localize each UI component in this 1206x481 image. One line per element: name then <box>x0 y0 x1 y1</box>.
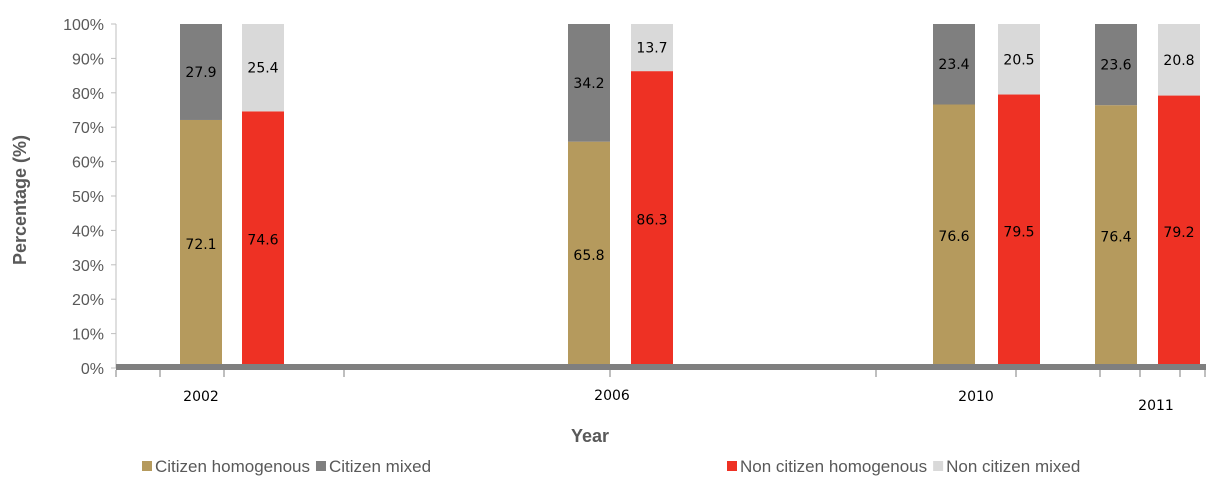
bar-non-citizen-mixed-2010 <box>998 24 1040 95</box>
data-label: 23.4 <box>938 57 969 73</box>
y-tick-label: 80% <box>72 86 104 103</box>
x-axis-line <box>116 364 1206 370</box>
data-label: 76.4 <box>1100 230 1131 246</box>
legend-swatch <box>315 461 326 471</box>
y-tick-label: 90% <box>72 51 104 68</box>
bar-non-citizen-homogenous-2006 <box>631 71 673 369</box>
data-label: 20.8 <box>1163 53 1194 69</box>
data-label: 23.6 <box>1100 58 1131 74</box>
y-axis: 0% 10% 20% 30% 40% 50% 60% 70% 80% 90% 100% <box>63 17 117 378</box>
y-tick-label: 30% <box>72 258 104 275</box>
bar-non-citizen-homogenous-2010 <box>998 94 1040 369</box>
data-label: 34.2 <box>573 76 604 92</box>
y-tick-label: 10% <box>72 327 104 344</box>
data-label: 27.9 <box>185 65 216 81</box>
legend: Citizen homogenous Citizen mixed Non citiz… <box>142 457 1080 476</box>
data-label: 74.6 <box>247 233 278 249</box>
data-label: 86.3 <box>636 213 667 229</box>
x-axis: 2002 2006 2010 2011 <box>115 364 1206 414</box>
legend-label: Non citizen mixed <box>946 457 1080 476</box>
x-tick-label: 2011 <box>1138 398 1174 414</box>
bar-citizen-mixed-2006 <box>568 24 610 142</box>
legend-swatch <box>933 461 944 471</box>
bar-citizen-homogenous-2006 <box>568 141 610 368</box>
bar-citizen-homogenous-2002 <box>180 119 222 368</box>
bars: 72.1 27.9 65.8 34.2 76.6 23.4 76.4 23.6 74.6 25.4… <box>180 24 1200 369</box>
y-tick-label: 70% <box>72 120 104 137</box>
legend-label: Non citizen homogenous <box>740 457 927 476</box>
data-label: 76.6 <box>938 229 969 245</box>
bar-citizen-mixed-2002 <box>180 24 222 120</box>
bar-non-citizen-mixed-2011 <box>1158 24 1200 96</box>
data-label: 79.5 <box>1003 224 1034 240</box>
data-label: 72.1 <box>185 237 216 253</box>
y-tick-label: 20% <box>72 292 104 309</box>
x-tick-label: 2006 <box>594 388 630 404</box>
legend-swatch <box>727 461 737 471</box>
data-label: 79.2 <box>1163 225 1194 241</box>
bar-non-citizen-homogenous-2011 <box>1158 95 1200 368</box>
bar-citizen-mixed-2010 <box>933 24 975 105</box>
legend-label: Citizen homogenous <box>155 457 310 476</box>
bar-non-citizen-mixed-2006 <box>631 24 673 72</box>
y-axis-title: Percentage (%) <box>10 135 30 265</box>
x-axis-title: Year <box>571 426 609 446</box>
legend-swatch <box>142 461 152 471</box>
bar-citizen-homogenous-2010 <box>933 104 975 368</box>
y-tick-label: 60% <box>72 155 104 172</box>
y-tick-label: 40% <box>72 223 104 240</box>
x-tick-label: 2010 <box>958 389 994 405</box>
data-label: 20.5 <box>1003 52 1034 68</box>
data-label: 25.4 <box>247 61 278 77</box>
x-tick-label: 2002 <box>183 389 219 405</box>
bar-non-citizen-mixed-2002 <box>242 24 284 112</box>
bar-citizen-mixed-2011 <box>1095 24 1137 106</box>
bar-citizen-homogenous-2011 <box>1095 105 1137 369</box>
data-label: 13.7 <box>636 41 667 57</box>
data-label: 65.8 <box>573 248 604 264</box>
y-tick-label: 50% <box>72 189 104 206</box>
y-tick-label: 0% <box>81 361 104 378</box>
bar-non-citizen-homogenous-2002 <box>242 111 284 368</box>
legend-label: Citizen mixed <box>329 457 431 476</box>
y-tick-label: 100% <box>63 17 104 34</box>
